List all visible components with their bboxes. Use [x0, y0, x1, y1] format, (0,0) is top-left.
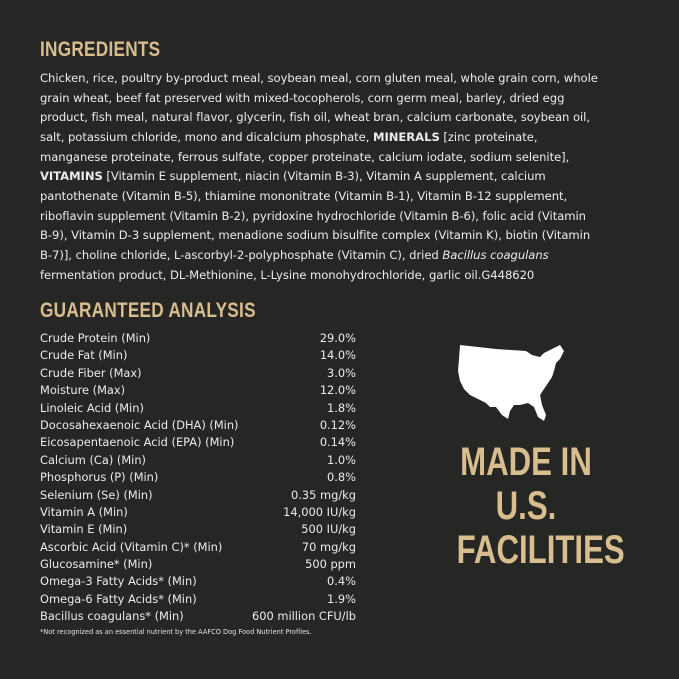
ingredients-segment: MINERALS: [373, 129, 440, 144]
analysis-row: Crude Fat (Min) 14.0%: [40, 347, 356, 364]
analysis-row: Crude Protein (Min) 29.0%: [40, 330, 356, 347]
nutrient-name: Ascorbic Acid (Vitamin C)* (Min): [40, 539, 223, 554]
ingredients-segment: salt, potassium chloride, mono and dical…: [40, 129, 374, 144]
ingredients-line: Chicken, rice, poultry by-product meal, …: [40, 69, 679, 89]
analysis-row: Linoleic Acid (Min) 1.8%: [40, 400, 356, 417]
made-in-usa-badge: MADE IN U.S. FACILITIES: [437, 440, 625, 572]
nutrient-name: Crude Fiber (Max): [40, 365, 142, 380]
analysis-row: Vitamin E (Min) 500 IU/kg: [40, 521, 356, 538]
guaranteed-analysis-heading: GUARANTEED ANALYSIS: [40, 299, 256, 322]
analysis-row: Eicosapentaenoic Acid (EPA) (Min) 0.14%: [40, 434, 356, 451]
ingredients-segment: B-7)], choline chloride, L-ascorbyl-2-po…: [40, 247, 443, 262]
nutrient-name: Bacillus coagulans* (Min): [40, 609, 184, 624]
nutrient-value: 0.4%: [327, 574, 356, 589]
ingredients-segment: pantothenate (Vitamin B-5), thiamine mon…: [40, 188, 568, 203]
ingredients-line: manganese proteinate, ferrous sulfate, c…: [40, 148, 679, 168]
nutrient-value: 29.0%: [319, 331, 356, 345]
ingredients-heading: INGREDIENTS: [40, 38, 161, 61]
usa-map-icon: [458, 345, 564, 421]
analysis-row: Bacillus coagulans* (Min) 600 million CFU…: [40, 608, 356, 625]
nutrient-value: 70 mg/kg: [301, 539, 356, 554]
analysis-row: Crude Fiber (Max) 3.0%: [40, 365, 356, 382]
ingredients-segment: fermentation product, DL-Methionine, L-L…: [40, 267, 535, 282]
nutrient-value: 3.0%: [327, 365, 356, 380]
nutrient-value: 500 IU/kg: [301, 522, 356, 537]
nutrient-value: 12.0%: [319, 383, 356, 398]
nutrient-value: 600 million CFU/lb: [251, 609, 356, 624]
analysis-row: Selenium (Se) (Min) 0.35 mg/kg: [40, 487, 356, 504]
analysis-row: Ascorbic Acid (Vitamin C)* (Min) 70 mg/kg: [40, 539, 356, 556]
ingredients-line: grain wheat, beef fat preserved with mix…: [40, 89, 679, 109]
analysis-row: Glucosamine* (Min) 500 ppm: [40, 556, 356, 573]
analysis-row: Vitamin A (Min) 14,000 IU/kg: [40, 504, 356, 521]
nutrient-name: Omega-3 Fatty Acids* (Min): [40, 574, 197, 589]
nutrient-value: 14.0%: [319, 348, 356, 363]
ingredients-text: Chicken, rice, poultry by-product meal, …: [40, 69, 679, 285]
analysis-row: Moisture (Max) 12.0%: [40, 382, 356, 399]
nutrient-value: 0.35 mg/kg: [291, 487, 356, 502]
nutrient-name: Crude Protein (Min): [40, 331, 151, 345]
nutrient-name: Linoleic Acid (Min): [40, 400, 144, 415]
nutrient-name: Calcium (Ca) (Min): [40, 452, 147, 467]
nutrient-value: 0.12%: [319, 417, 356, 432]
analysis-row: Calcium (Ca) (Min) 1.0%: [40, 452, 356, 469]
nutrient-value: 500 ppm: [305, 557, 356, 572]
ingredients-segment: B-9), Vitamin D-3 supplement, menadione …: [40, 228, 591, 243]
ingredients-line: B-7)], choline chloride, L-ascorbyl-2-po…: [40, 246, 679, 266]
guaranteed-analysis-table: Crude Protein (Min) 29.0% Crude Fat (Min) 1…: [40, 330, 356, 626]
ingredients-segment: Chicken, rice, poultry by-product meal, …: [40, 71, 598, 85]
nutrient-name: Vitamin E (Min): [40, 522, 128, 537]
nutrient-name: Eicosapentaenoic Acid (EPA) (Min): [40, 435, 235, 450]
nutrient-value: 14,000 IU/kg: [283, 504, 356, 519]
nutrient-value: 1.9%: [327, 591, 356, 606]
ingredients-segment: VITAMINS: [40, 169, 103, 184]
nutrient-name: Vitamin A (Min): [40, 504, 128, 519]
ingredients-segment: [Vitamin E supplement, niacin (Vitamin B…: [102, 169, 546, 184]
badge-line: FACILITIES: [456, 528, 625, 572]
badge-line: MADE IN: [460, 440, 592, 484]
ingredients-line: salt, potassium chloride, mono and dical…: [40, 128, 679, 148]
analysis-row: Omega-3 Fatty Acids* (Min) 0.4%: [40, 573, 356, 590]
nutrient-value: 1.0%: [327, 452, 356, 467]
ingredients-segment: Bacillus coagulans: [442, 247, 549, 262]
ingredients-segment: manganese proteinate, ferrous sulfate, c…: [40, 149, 570, 164]
ingredients-line: riboflavin supplement (Vitamin B-2), pyr…: [40, 207, 679, 227]
analysis-row: Docosahexaenoic Acid (DHA) (Min) 0.12%: [40, 417, 356, 434]
analysis-row: Omega-6 Fatty Acids* (Min) 1.9%: [40, 591, 356, 608]
footnote: *Not recognized as an essential nutrient…: [40, 628, 312, 636]
ingredients-segment: riboflavin supplement (Vitamin B-2), pyr…: [40, 208, 586, 223]
ingredients-segment: grain wheat, beef fat preserved with mix…: [40, 90, 565, 105]
ingredients-line: B-9), Vitamin D-3 supplement, menadione …: [40, 226, 679, 246]
ingredients-line: fermentation product, DL-Methionine, L-L…: [40, 266, 679, 286]
ingredients-line: product, fish meal, natural flavor, glyc…: [40, 108, 679, 128]
nutrient-name: Moisture (Max): [40, 383, 126, 398]
nutrient-name: Crude Fat (Min): [40, 348, 128, 363]
nutrient-name: Selenium (Se) (Min): [40, 487, 153, 502]
nutrient-value: 0.14%: [319, 435, 356, 450]
ingredients-segment: product, fish meal, natural flavor, glyc…: [40, 110, 590, 125]
badge-line: U.S.: [495, 484, 557, 528]
nutrient-name: Docosahexaenoic Acid (DHA) (Min): [40, 417, 239, 432]
ingredients-segment: [zinc proteinate,: [439, 129, 538, 144]
nutrient-name: Phosphorus (P) (Min): [40, 470, 159, 485]
nutrient-value: 1.8%: [327, 400, 356, 415]
nutrient-name: Omega-6 Fatty Acids* (Min): [40, 591, 197, 606]
nutrient-value: 0.8%: [327, 470, 356, 485]
nutrient-name: Glucosamine* (Min): [40, 557, 153, 572]
ingredients-line: pantothenate (Vitamin B-5), thiamine mon…: [40, 187, 679, 207]
ingredients-line: VITAMINS [Vitamin E supplement, niacin (…: [40, 167, 679, 187]
analysis-row: Phosphorus (P) (Min) 0.8%: [40, 469, 356, 486]
